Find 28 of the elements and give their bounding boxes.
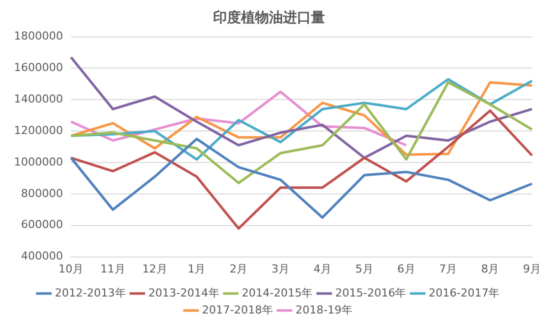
x-tick-label: 11月 bbox=[100, 262, 126, 276]
y-tick-label: 1000000 bbox=[14, 155, 63, 168]
legend-label: 2013-2014年 bbox=[148, 286, 220, 300]
y-tick-label: 1200000 bbox=[14, 124, 63, 137]
x-tick-label: 4月 bbox=[313, 262, 332, 276]
legend-label: 2015-2016年 bbox=[335, 286, 406, 300]
legend-label: 2016-2017年 bbox=[428, 286, 500, 300]
y-tick-label: 400000 bbox=[20, 250, 63, 263]
x-tick-label: 2月 bbox=[230, 262, 248, 276]
x-tick-label: 6月 bbox=[397, 262, 416, 276]
x-tick-label: 8月 bbox=[481, 262, 500, 276]
y-tick-label: 800000 bbox=[20, 186, 63, 200]
x-tick-label: 5月 bbox=[355, 262, 374, 276]
chart-title: 印度植物油进口量 bbox=[213, 9, 325, 26]
x-tick-label: 10月 bbox=[58, 262, 84, 276]
legend-label: 2012-2013年 bbox=[54, 286, 126, 300]
legend-label: 2018-19年 bbox=[296, 303, 352, 316]
x-tick-label: 7月 bbox=[439, 262, 458, 276]
x-tick-label: 3月 bbox=[272, 262, 290, 276]
y-tick-label: 600000 bbox=[20, 218, 63, 232]
x-tick-label: 9月 bbox=[523, 262, 541, 276]
y-tick-label: 1400000 bbox=[14, 92, 63, 106]
y-tick-label: 1800000 bbox=[14, 30, 63, 43]
legend-label: 2014-2015年 bbox=[242, 286, 313, 300]
x-tick-label: 1月 bbox=[188, 262, 206, 276]
y-tick-label: 1600000 bbox=[14, 61, 63, 74]
x-tick-label: 12月 bbox=[142, 262, 168, 276]
legend-label: 2017-2018年 bbox=[202, 303, 274, 316]
